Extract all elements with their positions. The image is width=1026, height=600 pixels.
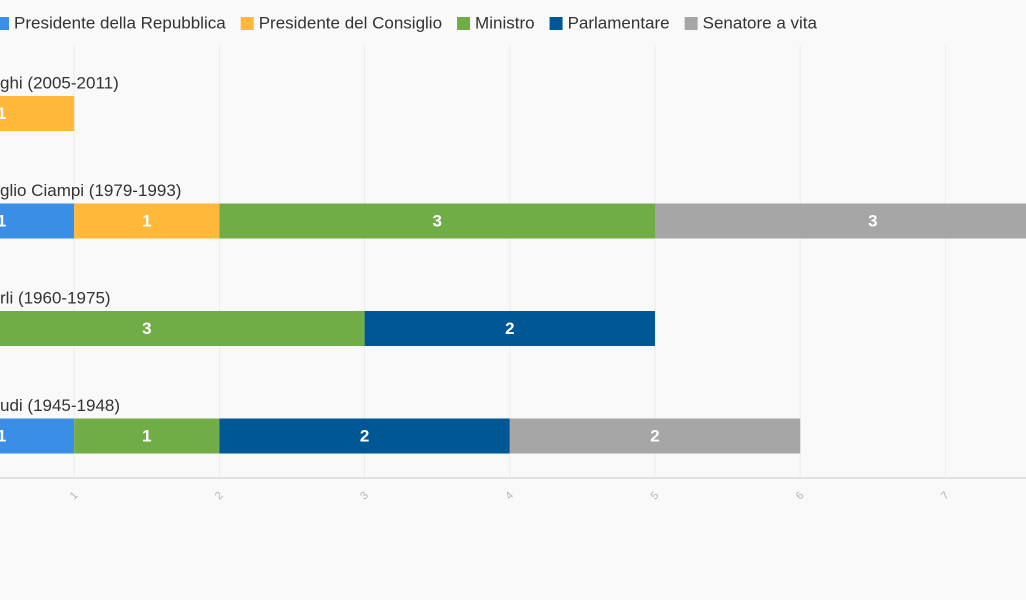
legend-label: Presidente della Repubblica	[14, 13, 226, 32]
bar-segment	[219, 203, 655, 239]
legend-label: Ministro	[475, 13, 535, 32]
x-tick-label: 6	[794, 490, 807, 503]
bar-segment	[509, 418, 801, 454]
category-label: ghi (2005-2011)	[0, 73, 119, 92]
bar-segment	[74, 418, 220, 454]
value-label: 1	[0, 426, 6, 445]
bar-segment	[655, 203, 1026, 239]
value-label: 1	[142, 426, 151, 445]
legend-swatch	[0, 17, 9, 30]
legend-swatch	[457, 17, 471, 30]
x-tick-label: 7	[939, 490, 952, 503]
legend-swatch	[684, 17, 698, 30]
bar-segment	[364, 311, 655, 346]
x-tick-label: 4	[503, 490, 516, 503]
value-label: 1	[0, 104, 6, 123]
category-label: udi (1945-1948)	[0, 396, 120, 415]
x-tick-label: 3	[358, 490, 371, 503]
x-tick-label: 5	[649, 490, 662, 503]
legend-label: Parlamentare	[568, 13, 670, 32]
category-label: rli (1960-1975)	[0, 288, 111, 307]
legend-label: Senatore a vita	[703, 13, 818, 32]
value-label: 2	[505, 319, 514, 338]
bar-segment	[74, 203, 220, 239]
x-tick-label: 2	[213, 490, 226, 503]
bar-segment	[0, 311, 365, 346]
legend-label: Presidente del Consiglio	[259, 13, 442, 32]
value-label: 1	[0, 211, 6, 230]
value-label: 2	[650, 426, 659, 445]
bar-segment	[0, 96, 75, 131]
bar-segment	[219, 418, 510, 454]
bar-segment	[0, 203, 75, 239]
value-label: 2	[360, 426, 369, 445]
legend-swatch	[240, 17, 254, 30]
value-label: 3	[868, 211, 877, 230]
value-label: 3	[142, 319, 151, 338]
legend-swatch	[549, 17, 563, 30]
x-tick-label: 1	[68, 490, 81, 503]
value-label: 3	[432, 211, 441, 230]
category-label: glio Ciampi (1979-1993)	[0, 181, 181, 200]
value-label: 1	[142, 211, 151, 230]
bar-segment	[0, 418, 75, 454]
